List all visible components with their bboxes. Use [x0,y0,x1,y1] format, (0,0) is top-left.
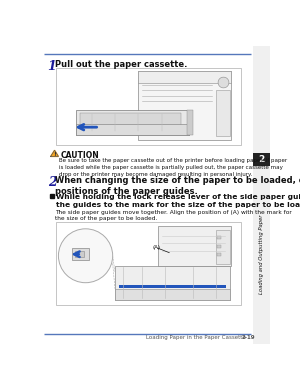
Text: CAUTION: CAUTION [61,151,100,160]
Text: (A): (A) [152,245,160,250]
Polygon shape [51,150,58,156]
Text: 1: 1 [48,60,56,73]
Bar [216,90,230,136]
Text: Pull out the paper cassette.: Pull out the paper cassette. [55,60,187,69]
Bar [138,71,231,83]
Bar [253,152,270,166]
Bar [75,251,84,257]
Bar [138,71,231,140]
Bar [158,226,231,266]
Bar [217,236,221,239]
Circle shape [218,77,229,88]
Text: Loading Paper in the Paper Cassette: Loading Paper in the Paper Cassette [146,335,246,340]
Circle shape [58,229,113,283]
Bar [217,253,221,256]
Bar [72,248,89,261]
Bar [216,230,230,264]
Text: 2: 2 [48,176,56,189]
Text: The side paper guides move together. Align the position of (A) with the mark for: The side paper guides move together. Ali… [55,210,291,221]
Bar [187,110,193,135]
Text: 2-19: 2-19 [242,335,256,340]
Bar [115,289,230,300]
Text: Loading and Outputting Paper: Loading and Outputting Paper [259,215,264,294]
Bar [76,110,189,135]
Bar [56,222,241,305]
Bar [115,266,230,300]
Bar [76,124,189,135]
Bar [119,285,226,288]
Text: !: ! [53,152,56,157]
Text: 2: 2 [258,155,265,164]
Bar [217,245,221,248]
Text: When changing the size of the paper to be loaded, change the
positions of the pa: When changing the size of the paper to b… [55,176,300,196]
Bar [56,68,241,145]
Text: While holding the lock release lever of the side paper guides, slide
the guides : While holding the lock release lever of … [56,194,300,208]
Bar [253,46,270,344]
Text: Be sure to take the paper cassette out of the printer before loading paper. If p: Be sure to take the paper cassette out o… [59,158,287,176]
Bar [80,113,181,130]
